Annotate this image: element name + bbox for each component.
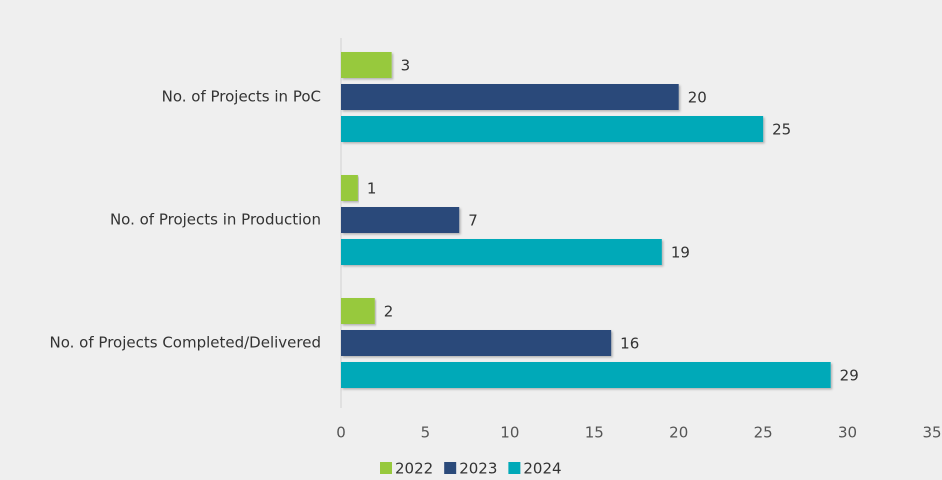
data-label: 29 bbox=[840, 367, 859, 385]
legend-label: 2022 bbox=[395, 460, 433, 478]
data-label: 2 bbox=[384, 303, 394, 321]
bar bbox=[341, 298, 375, 324]
bar bbox=[341, 362, 831, 388]
data-label: 3 bbox=[401, 57, 411, 75]
x-tick-label: 35 bbox=[922, 424, 941, 442]
legend-label: 2023 bbox=[459, 460, 497, 478]
data-label: 7 bbox=[468, 212, 478, 230]
legend-swatch bbox=[508, 462, 521, 474]
legend-label: 2024 bbox=[523, 460, 561, 478]
bar bbox=[341, 239, 662, 265]
bar bbox=[341, 330, 612, 356]
bar bbox=[341, 207, 460, 233]
bar bbox=[341, 116, 764, 142]
legend-swatch bbox=[444, 462, 457, 474]
x-tick-label: 30 bbox=[838, 424, 857, 442]
data-label: 20 bbox=[688, 89, 707, 107]
y-tick-label: No. of Projects Completed/Delivered bbox=[50, 334, 321, 352]
x-tick-label: 15 bbox=[585, 424, 604, 442]
bar bbox=[341, 84, 679, 110]
x-tick-label: 5 bbox=[421, 424, 431, 442]
bar bbox=[341, 175, 358, 201]
x-tick-label: 10 bbox=[500, 424, 519, 442]
data-label: 1 bbox=[367, 180, 377, 198]
x-tick-label: 25 bbox=[754, 424, 773, 442]
y-tick-label: No. of Projects in Production bbox=[110, 211, 321, 229]
x-tick-label: 20 bbox=[669, 424, 688, 442]
y-tick-label: No. of Projects in PoC bbox=[162, 88, 321, 106]
data-label: 25 bbox=[772, 121, 791, 139]
x-tick-label: 0 bbox=[336, 424, 346, 442]
legend-swatch bbox=[380, 462, 392, 474]
bar bbox=[341, 52, 392, 78]
data-label: 16 bbox=[620, 335, 639, 353]
data-label: 19 bbox=[671, 244, 690, 262]
